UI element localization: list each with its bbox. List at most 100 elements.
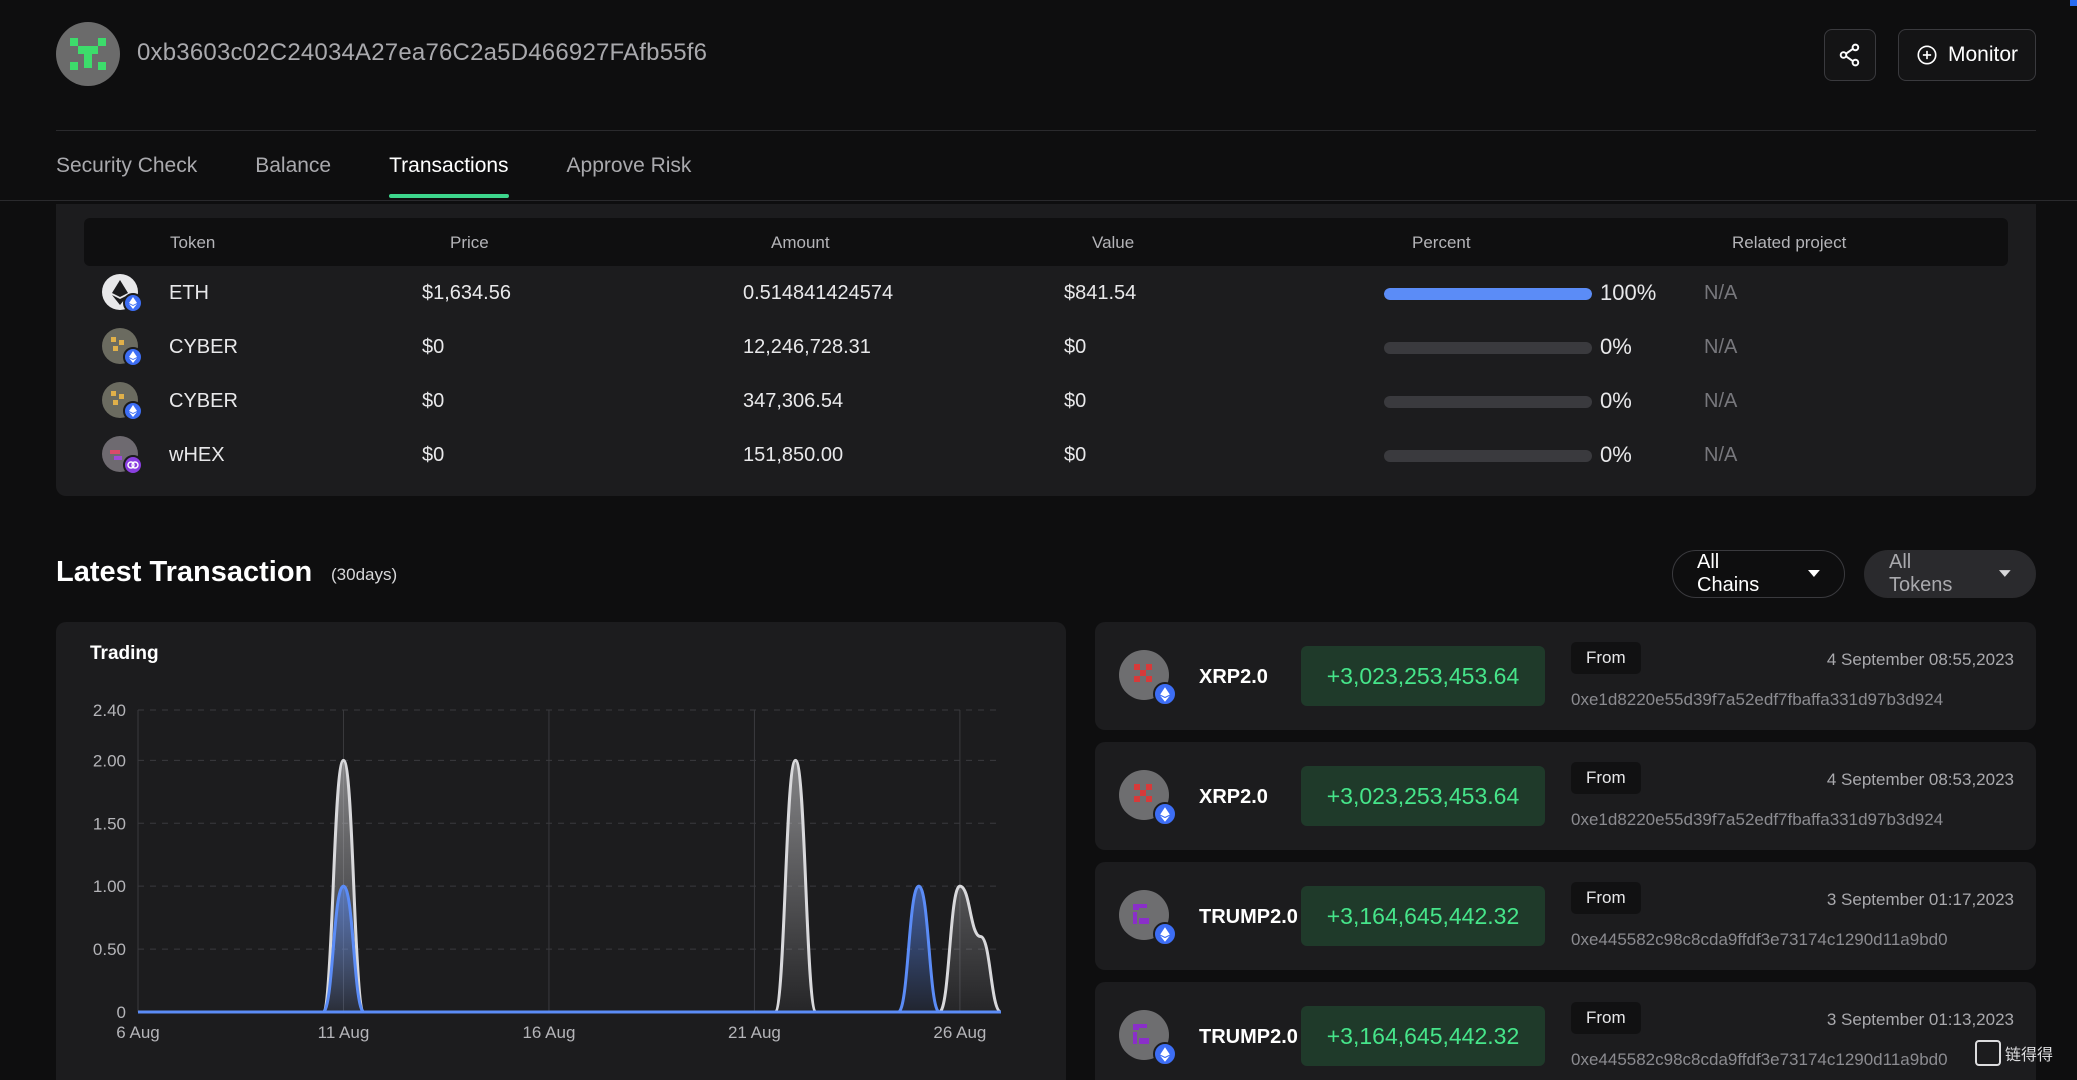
chart-title: Trading [90, 643, 159, 664]
tx-date: 4 September 08:53,2023 [1826, 770, 2014, 789]
tx-token-name: XRP2.0 [1199, 786, 1268, 808]
tx-amount: +3,023,253,453.64 [1301, 646, 1545, 706]
tx-direction-badge: From [1571, 1002, 1641, 1034]
eth-token-icon [102, 274, 143, 313]
cyber-token-icon [102, 328, 143, 367]
header-divider [56, 130, 2036, 131]
token-amount: 12,246,728.31 [743, 336, 871, 358]
monitor-button[interactable]: Monitor [1898, 29, 2036, 81]
all-chains-label: All Chains [1697, 551, 1760, 596]
watermark-text: 链得得 [2005, 1047, 2054, 1064]
blue-series-area [138, 886, 1001, 1012]
token-percent: 100% [1600, 280, 1657, 305]
all-tokens-dropdown[interactable]: All Tokens [1864, 550, 2036, 598]
x-tick-label: 21 Aug [728, 1023, 781, 1042]
x-tick-label: 6 Aug [116, 1023, 160, 1042]
trading-chart: 0 0.50 1.00 1.50 2.00 2.40 6 Aug 11 Aug 16 Aug 21… [93, 701, 1003, 1042]
table-row[interactable]: CYBER $0 12,246,728.31 $0 0% N/A [56, 320, 2036, 374]
tx-date: 3 September 01:13,2023 [1826, 1010, 2014, 1029]
watermark: 链得得 [1975, 1040, 2053, 1066]
wallet-avatar [56, 22, 120, 86]
tx-direction-badge: From [1571, 762, 1641, 794]
share-icon [1839, 43, 1860, 67]
tx-amount: +3,164,645,442.32 [1301, 1006, 1545, 1066]
percent-bar [1384, 342, 1592, 354]
transaction-card[interactable]: XRP2.0 +3,023,253,453.64 From 4 Septembe… [1095, 742, 2036, 850]
tx-amount: +3,164,645,442.32 [1301, 886, 1545, 946]
white-series-line [138, 758, 1003, 1014]
tx-direction-badge: From [1571, 882, 1641, 914]
transaction-card[interactable]: TRUMP2.0 +3,164,645,442.32 From 3 Septem… [1095, 862, 2036, 970]
token-amount: 347,306.54 [743, 390, 844, 412]
ethereum-chain-icon [123, 347, 143, 367]
token-percent: 0% [1600, 334, 1632, 359]
ethereum-chain-icon [123, 293, 143, 313]
wallet-address: 0xb3603c02C24034A27ea76C2a5D466927FAfb55… [137, 39, 708, 66]
token-price: $1,634.56 [422, 282, 511, 304]
ethereum-chain-icon [1153, 1042, 1177, 1066]
trump2-token-icon [1119, 1010, 1177, 1066]
percent-bar [1384, 450, 1592, 462]
tx-hash[interactable]: 0xe1d8220e55d39f7a52edf7fbaffa331d97b3d9… [1571, 690, 1944, 709]
percent-bar [1384, 288, 1592, 300]
tx-hash[interactable]: 0xe445582c98c8cda9ffdf3e73174c1290d11a9b… [1571, 930, 1948, 949]
tab-bar: Security Check Balance Transactions Appr… [56, 154, 749, 198]
table-row[interactable]: wHEX $0 151,850.00 $0 0% N/A [56, 428, 2036, 482]
tabs-divider [0, 200, 2077, 201]
tx-amount: +3,023,253,453.64 [1301, 766, 1545, 826]
token-name: ETH [169, 282, 209, 304]
header-value: Value [1092, 233, 1135, 252]
tab-approve-risk[interactable]: Approve Risk [566, 154, 692, 177]
token-price: $0 [422, 444, 445, 466]
y-tick-label: 2.00 [93, 751, 126, 770]
token-value: $0 [1064, 390, 1087, 412]
tab-security-check[interactable]: Security Check [56, 154, 198, 177]
table-row[interactable]: ETH $1,634.56 0.514841424574 $841.54 100… [56, 266, 2036, 320]
token-percent: 0% [1600, 442, 1632, 467]
ethereum-chain-icon [1153, 682, 1177, 706]
table-row[interactable]: CYBER $0 347,306.54 $0 0% N/A [56, 374, 2036, 428]
corner-indicator [2070, 0, 2077, 6]
header-price: Price [450, 233, 489, 252]
token-name: CYBER [169, 390, 238, 412]
tx-hash[interactable]: 0xe445582c98c8cda9ffdf3e73174c1290d11a9b… [1571, 1050, 1948, 1069]
ethereum-chain-icon [1153, 802, 1177, 826]
y-tick-label: 2.40 [93, 701, 126, 720]
tx-direction-badge: From [1571, 642, 1641, 674]
transaction-card[interactable]: XRP2.0 +3,023,253,453.64 From 4 Septembe… [1095, 622, 2036, 730]
percent-bar-fill [1384, 288, 1592, 300]
share-button[interactable] [1824, 29, 1876, 81]
watermark-logo-icon [1975, 1040, 2001, 1066]
tab-transactions[interactable]: Transactions [389, 154, 509, 198]
tx-hash[interactable]: 0xe1d8220e55d39f7a52edf7fbaffa331d97b3d9… [1571, 810, 1944, 829]
token-related-project: N/A [1704, 336, 1738, 358]
header-related-project: Related project [1732, 233, 1847, 252]
tx-token-name: XRP2.0 [1199, 666, 1268, 688]
x-tick-label: 16 Aug [522, 1023, 575, 1042]
ethereum-chain-icon [1153, 922, 1177, 946]
latest-transaction-title: Latest Transaction [56, 556, 313, 588]
trump2-token-icon [1119, 890, 1177, 946]
whex-token-icon [102, 436, 143, 475]
y-tick-label: 1.00 [93, 877, 126, 896]
tab-balance[interactable]: Balance [255, 154, 332, 177]
x-tick-label: 26 Aug [933, 1023, 986, 1042]
latest-transaction-subtitle: (30days) [331, 565, 398, 584]
token-related-project: N/A [1704, 282, 1738, 304]
y-tick-label: 0 [117, 1003, 126, 1022]
token-percent: 0% [1600, 388, 1632, 413]
tx-date: 3 September 01:17,2023 [1826, 890, 2014, 909]
token-name: CYBER [169, 336, 238, 358]
y-tick-label: 1.50 [93, 814, 126, 833]
token-value: $0 [1064, 336, 1087, 358]
transaction-card[interactable]: TRUMP2.0 +3,164,645,442.32 From 3 Septem… [1095, 982, 2036, 1080]
plus-circle-icon [1917, 45, 1937, 65]
all-chains-dropdown[interactable]: All Chains [1672, 550, 1845, 598]
token-table: Token Price Amount Value Percent Related… [56, 204, 2036, 496]
token-value: $0 [1064, 444, 1087, 466]
tx-token-name: TRUMP2.0 [1199, 906, 1298, 928]
caret-down-icon [1808, 570, 1820, 577]
token-price: $0 [422, 390, 445, 412]
header-percent: Percent [1412, 233, 1471, 252]
